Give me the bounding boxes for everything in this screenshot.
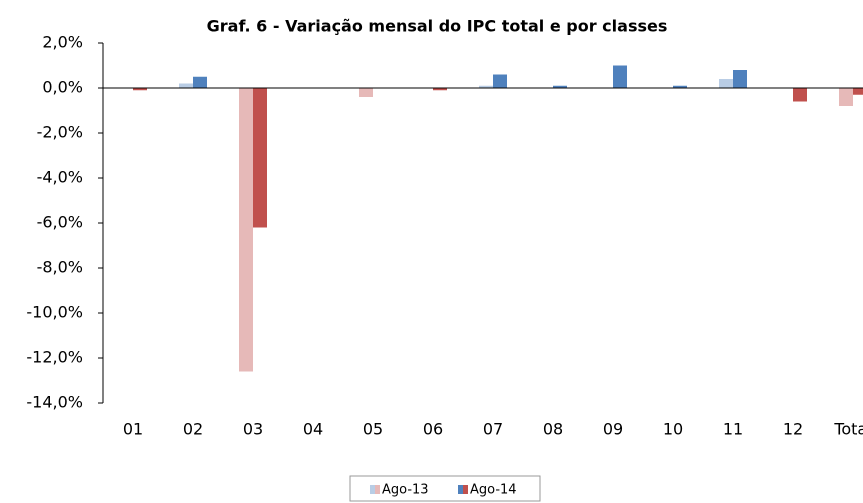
y-tick-label: -12,0% [26, 348, 83, 367]
bar [853, 88, 863, 95]
y-tick-label: -14,0% [26, 393, 83, 412]
y-tick-label: -4,0% [37, 168, 83, 187]
y-tick-label: 2,0% [42, 33, 83, 52]
x-tick-label: 11 [723, 420, 743, 439]
bar [433, 88, 447, 91]
bar [733, 70, 747, 88]
y-tick-label: -8,0% [37, 258, 83, 277]
bar [253, 88, 267, 228]
bar [553, 85, 567, 88]
x-tick-label: 04 [303, 420, 323, 439]
chart-title: Graf. 6 - Variação mensal do IPC total e… [207, 17, 668, 36]
y-tick-label: -10,0% [26, 303, 83, 322]
bar [839, 88, 853, 106]
y-tick-label: 0,0% [42, 78, 83, 97]
legend-label: Ago-13 [382, 483, 429, 498]
x-tick-label: 01 [123, 420, 143, 439]
bar [179, 83, 193, 88]
bar [133, 88, 147, 91]
y-tick-label: -6,0% [37, 213, 83, 232]
bar [673, 85, 687, 88]
bar [793, 88, 807, 102]
x-tick-label: 08 [543, 420, 563, 439]
legend-box [349, 475, 541, 502]
x-tick-label: 07 [483, 420, 503, 439]
legend-swatch [463, 485, 468, 494]
bar [359, 88, 373, 97]
bar [239, 88, 253, 372]
x-tick-label: 02 [183, 420, 203, 439]
x-tick-label: 10 [663, 420, 683, 439]
x-tick-label: 03 [243, 420, 263, 439]
x-tick-label: 12 [783, 420, 803, 439]
bar [613, 65, 627, 88]
bar [479, 85, 493, 88]
bar [493, 74, 507, 88]
x-tick-label: 09 [603, 420, 623, 439]
legend-label: Ago-14 [470, 483, 517, 498]
legend-swatch [370, 485, 375, 494]
legend-swatch [458, 485, 463, 494]
x-tick-label: 05 [363, 420, 383, 439]
bar [719, 79, 733, 88]
x-tick-label: 06 [423, 420, 443, 439]
bar [193, 76, 207, 88]
legend-swatch [375, 485, 380, 494]
y-tick-label: -2,0% [37, 123, 83, 142]
x-tick-label: Total [833, 420, 863, 439]
